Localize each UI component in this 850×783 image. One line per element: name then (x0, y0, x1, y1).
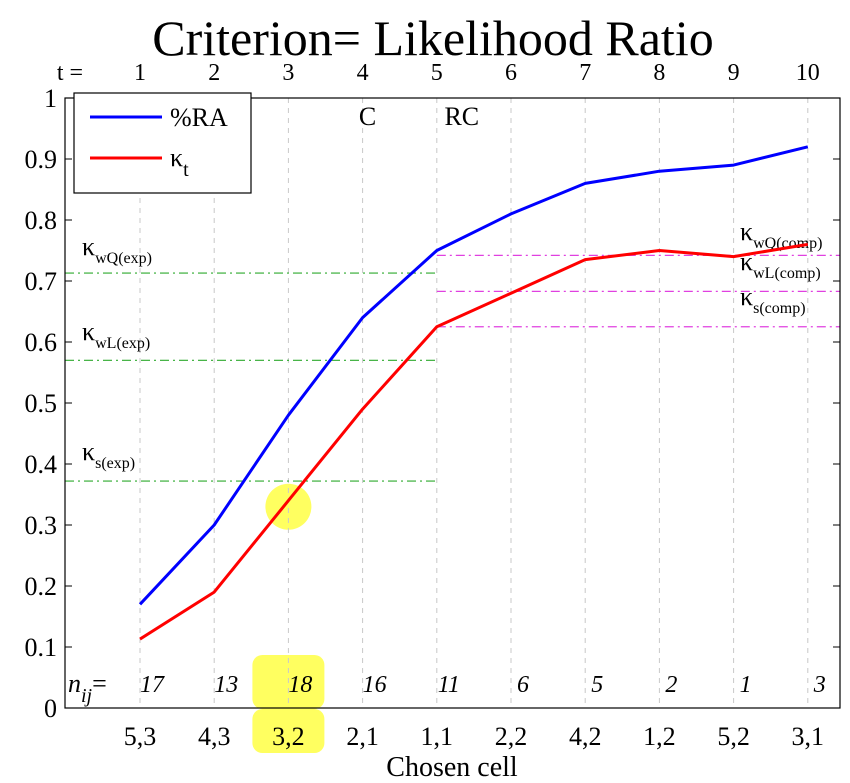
reference-label-kappa: κ (82, 232, 95, 261)
reference-label-wL(exp): κwL(exp) (82, 317, 150, 352)
reference-label-kappa: κ (740, 247, 753, 276)
x-category-8: 1,2 (643, 722, 676, 751)
reference-lines: κwQ(exp)κwL(exp)κs(exp)κwQ(comp)κwL(comp… (65, 217, 840, 482)
y-tick-label-0: 0 (44, 694, 57, 723)
top-axis-ticks: 1 2 3 4 5 6 7 8 9 10 (134, 60, 820, 86)
y-axis-ticks: 0 0.1 0.2 0.3 0.4 0.5 0.6 0.7 0.8 0.9 1 (25, 84, 840, 723)
t-tick-10: 10 (796, 60, 820, 86)
reference-label-sub: wL(exp) (95, 335, 150, 352)
x-axis-categories: 5,3 4,3 3,2 2,1 1,1 2,2 4,2 1,2 5,2 3,1 (124, 722, 824, 751)
t-tick-1: 1 (134, 60, 146, 86)
n-label-base: n (68, 669, 81, 698)
reference-label-sub: wL(comp) (753, 265, 821, 282)
x-category-9: 5,2 (717, 722, 750, 751)
legend-kappa-symbol: κ (170, 143, 183, 172)
t-tick-3: 3 (282, 60, 294, 86)
legend-box (73, 92, 252, 194)
y-tick-label-0.9: 0.9 (25, 145, 58, 174)
t-tick-7: 7 (579, 60, 591, 86)
reference-label-kappa: κ (740, 282, 753, 311)
legend-label-kappa-t: κt (170, 143, 189, 181)
n-value-7: 5 (591, 672, 603, 698)
n-value-1: 17 (140, 672, 165, 698)
n-label-subscript: ij (81, 685, 93, 707)
y-tick-label-0.2: 0.2 (25, 572, 58, 601)
y-tick-label-1: 1 (44, 84, 57, 113)
n-value-3: 18 (288, 672, 312, 698)
n-value-8: 2 (665, 672, 677, 698)
y-tick-label-0.5: 0.5 (25, 389, 58, 418)
series-line-ra (138, 145, 809, 606)
t-axis-label: t = (57, 60, 83, 86)
n-value-10: 3 (813, 672, 826, 698)
x-category-6: 2,2 (495, 722, 528, 751)
highlight-point-0 (265, 483, 312, 530)
y-tick-label-0.8: 0.8 (25, 206, 58, 235)
series-lines (138, 145, 809, 641)
y-tick-label-0.3: 0.3 (25, 511, 58, 540)
n-value-6: 6 (517, 672, 529, 698)
t-tick-4: 4 (357, 60, 369, 86)
legend-kappa-sub: t (183, 159, 189, 181)
legend-label-ra: %RA (170, 103, 228, 132)
n-value-9: 1 (740, 672, 752, 698)
reference-label-sub: wQ(exp) (95, 250, 152, 267)
column-annotation-RC: RC (444, 102, 479, 131)
n-ij-label: nij= (68, 669, 107, 707)
x-category-10: 3,1 (792, 722, 825, 751)
reference-label-wQ(comp): κwQ(comp) (740, 217, 822, 252)
column-annotation-C: C (359, 102, 376, 131)
reference-label-kappa: κ (82, 437, 95, 466)
chart-title: Criterion= Likelihood Ratio (152, 10, 713, 66)
x-category-3: 3,2 (272, 722, 305, 751)
reference-label-s(exp): κs(exp) (82, 437, 135, 472)
x-category-5: 1,1 (421, 722, 454, 751)
n-values-row: 17 13 18 16 11 6 5 2 1 3 (140, 672, 826, 698)
n-value-5: 11 (438, 672, 460, 698)
reference-label-sub: wQ(comp) (753, 235, 822, 252)
x-axis-label: Chosen cell (386, 752, 518, 783)
n-label-equals: = (92, 669, 107, 698)
reference-label-sub: s(exp) (95, 455, 135, 472)
y-tick-label-0.7: 0.7 (25, 267, 58, 296)
reference-label-wQ(exp): κwQ(exp) (82, 232, 152, 267)
x-category-1: 5,3 (124, 722, 157, 751)
legend: %RA κt (73, 92, 252, 194)
t-tick-2: 2 (208, 60, 220, 86)
x-category-2: 4,3 (198, 722, 231, 751)
t-tick-8: 8 (653, 60, 665, 86)
t-tick-6: 6 (505, 60, 517, 86)
y-tick-label-0.1: 0.1 (25, 633, 58, 662)
x-category-4: 2,1 (346, 722, 379, 751)
highlight-layer (252, 483, 325, 753)
t-tick-9: 9 (728, 60, 740, 86)
n-value-2: 13 (214, 672, 238, 698)
t-tick-5: 5 (431, 60, 443, 86)
reference-label-sub: s(comp) (753, 300, 805, 317)
series-line-kappa-t (139, 242, 809, 641)
reference-label-kappa: κ (740, 217, 753, 246)
column-annotations: C RC (359, 102, 479, 131)
highlight-category-2 (252, 709, 325, 753)
n-value-4: 16 (363, 672, 387, 698)
x-category-7: 4,2 (569, 722, 602, 751)
y-tick-label-0.6: 0.6 (25, 328, 58, 357)
reference-label-kappa: κ (82, 317, 95, 346)
vertical-grid (139, 98, 809, 708)
y-tick-label-0.4: 0.4 (25, 450, 58, 479)
reference-label-s(comp): κs(comp) (740, 282, 806, 317)
